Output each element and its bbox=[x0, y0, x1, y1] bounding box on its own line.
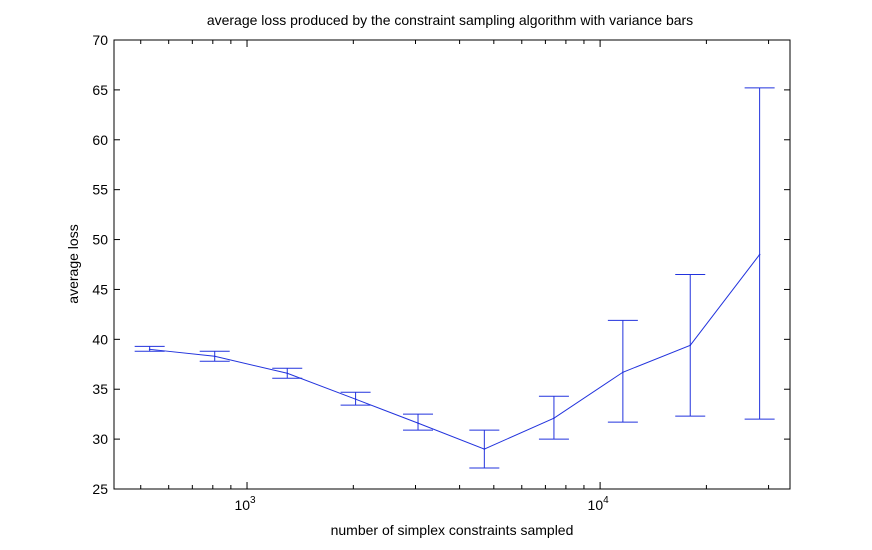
x-tick-label: 103 bbox=[234, 495, 256, 513]
y-axis-label: average loss bbox=[65, 224, 81, 303]
y-tick-label: 60 bbox=[92, 132, 108, 148]
chart-title: average loss produced by the constraint … bbox=[207, 12, 693, 28]
data-point bbox=[286, 372, 289, 375]
data-point bbox=[483, 448, 486, 450]
data-point bbox=[213, 355, 216, 358]
plot-area bbox=[113, 39, 791, 490]
error-bar bbox=[199, 350, 230, 362]
data-point bbox=[553, 417, 555, 419]
error-bar bbox=[607, 319, 638, 423]
y-tick-label: 40 bbox=[92, 331, 108, 347]
x-tick-base: 10 bbox=[234, 497, 250, 513]
y-tick-label: 35 bbox=[92, 381, 108, 397]
error-bar bbox=[744, 87, 775, 420]
y-tick-label: 45 bbox=[92, 281, 108, 297]
error-bar bbox=[538, 395, 569, 440]
data-point bbox=[148, 348, 151, 351]
error-bar bbox=[469, 429, 500, 469]
data-point bbox=[689, 344, 692, 347]
y-axis: 25 30 35 40 45 50 55 60 65 70 bbox=[92, 32, 790, 497]
y-tick-label: 55 bbox=[92, 182, 108, 198]
error-bar bbox=[134, 345, 165, 352]
x-tick-exponent: 3 bbox=[250, 495, 256, 506]
series-layer bbox=[134, 87, 775, 469]
data-point bbox=[622, 371, 624, 374]
y-tick-label: 65 bbox=[92, 82, 108, 98]
x-tick-base: 10 bbox=[588, 497, 604, 513]
y-tick-label: 30 bbox=[92, 431, 108, 447]
error-bar bbox=[340, 391, 371, 406]
y-tick-label: 25 bbox=[92, 481, 108, 497]
error-bar bbox=[675, 273, 706, 417]
error-bar bbox=[403, 413, 434, 431]
x-tick-label: 104 bbox=[588, 495, 610, 513]
data-point bbox=[758, 253, 761, 256]
y-tick-label: 70 bbox=[92, 32, 108, 48]
x-axis-label: number of simplex constraints sampled bbox=[331, 522, 574, 538]
data-point bbox=[417, 422, 419, 424]
x-tick-exponent: 4 bbox=[603, 495, 609, 506]
error-bar bbox=[272, 367, 303, 379]
data-point bbox=[354, 398, 357, 401]
x-axis: 103 104 bbox=[140, 40, 770, 513]
series-line bbox=[149, 254, 761, 450]
y-tick-label: 50 bbox=[92, 232, 108, 248]
